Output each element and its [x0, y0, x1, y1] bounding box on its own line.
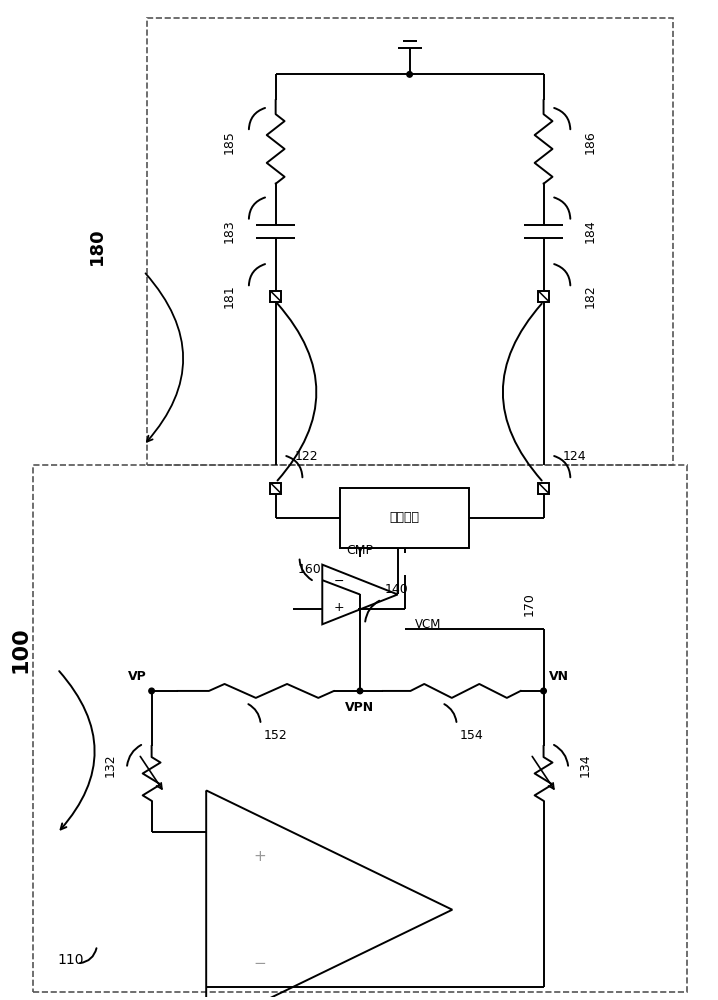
Text: CMP: CMP [347, 544, 373, 557]
Text: 132: 132 [104, 754, 117, 777]
Text: 180: 180 [88, 228, 106, 265]
Circle shape [149, 688, 154, 694]
Circle shape [541, 688, 546, 694]
Text: 181: 181 [223, 284, 236, 308]
Bar [270, 483, 281, 494]
Bar [340, 488, 469, 548]
Text: 122: 122 [294, 450, 318, 463]
Bar [538, 483, 549, 494]
Text: VP: VP [128, 670, 146, 683]
Text: −: − [253, 956, 266, 971]
Text: 182: 182 [583, 284, 596, 308]
Text: 110: 110 [57, 953, 84, 967]
Text: VPN: VPN [345, 701, 375, 714]
Text: −: − [334, 575, 345, 588]
Text: 140: 140 [385, 583, 409, 596]
Circle shape [358, 688, 363, 694]
Text: VN: VN [549, 670, 569, 683]
Text: 185: 185 [223, 130, 236, 154]
Text: 152: 152 [264, 729, 287, 742]
Bar [146, 18, 673, 465]
Text: 124: 124 [562, 450, 586, 463]
Bar [538, 291, 549, 302]
Bar [270, 291, 281, 302]
Text: 100: 100 [11, 626, 31, 673]
Text: 184: 184 [583, 220, 596, 243]
Bar [32, 465, 687, 992]
Text: 160: 160 [297, 563, 321, 576]
Text: 183: 183 [223, 220, 236, 243]
Text: 170: 170 [523, 592, 536, 616]
Text: +: + [253, 849, 266, 864]
Text: 186: 186 [583, 130, 596, 154]
Text: VCM: VCM [414, 618, 441, 631]
Text: +: + [334, 601, 345, 614]
Circle shape [407, 72, 412, 77]
Text: 154: 154 [460, 729, 483, 742]
Text: 调整电路: 调整电路 [390, 511, 419, 524]
Text: 134: 134 [578, 754, 592, 777]
